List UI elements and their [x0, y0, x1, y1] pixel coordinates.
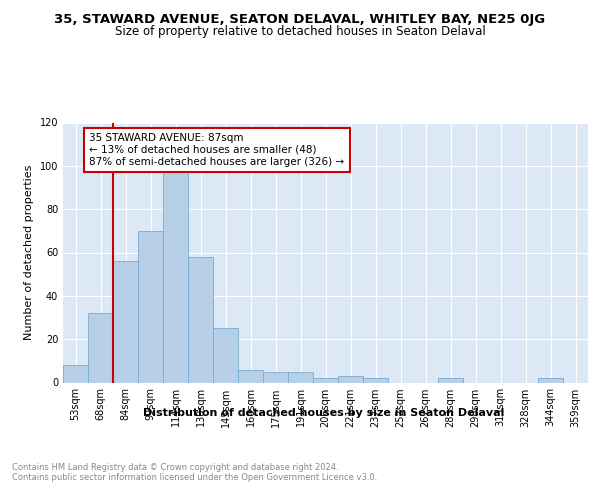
Bar — [288, 372, 313, 382]
Bar — [188, 257, 213, 382]
Bar — [263, 372, 288, 382]
Text: Size of property relative to detached houses in Seaton Delaval: Size of property relative to detached ho… — [115, 25, 485, 38]
Bar — [138, 231, 163, 382]
Bar — [63, 365, 88, 382]
Text: Contains HM Land Registry data © Crown copyright and database right 2024.
Contai: Contains HM Land Registry data © Crown c… — [12, 462, 377, 482]
Text: 35 STAWARD AVENUE: 87sqm
← 13% of detached houses are smaller (48)
87% of semi-d: 35 STAWARD AVENUE: 87sqm ← 13% of detach… — [89, 134, 344, 166]
Bar — [538, 378, 563, 382]
Bar — [363, 378, 388, 382]
Bar — [113, 261, 138, 382]
Bar — [88, 313, 113, 382]
Bar — [213, 328, 238, 382]
Bar — [338, 376, 363, 382]
Bar — [163, 166, 188, 382]
Bar — [238, 370, 263, 382]
Bar — [313, 378, 338, 382]
Bar — [438, 378, 463, 382]
Text: Distribution of detached houses by size in Seaton Delaval: Distribution of detached houses by size … — [143, 408, 505, 418]
Y-axis label: Number of detached properties: Number of detached properties — [24, 165, 34, 340]
Text: 35, STAWARD AVENUE, SEATON DELAVAL, WHITLEY BAY, NE25 0JG: 35, STAWARD AVENUE, SEATON DELAVAL, WHIT… — [55, 12, 545, 26]
